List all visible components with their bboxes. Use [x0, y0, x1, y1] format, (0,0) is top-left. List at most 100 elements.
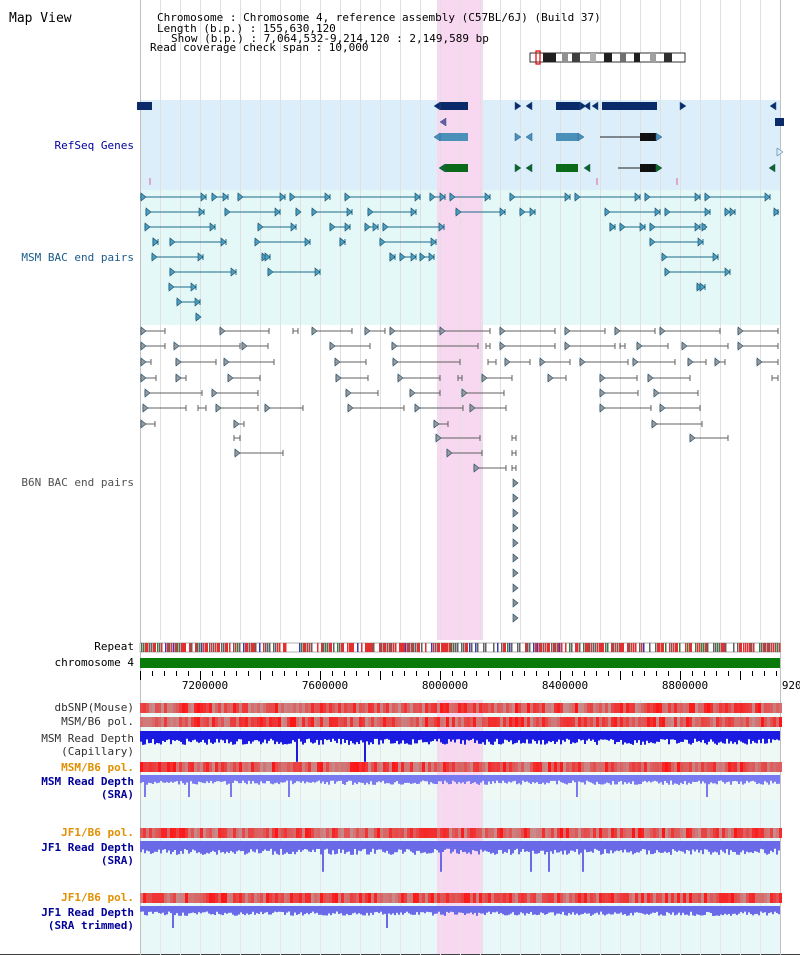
msm-depth-cap-bar: [260, 731, 262, 745]
track-label-dbsnp: dbSNP(Mouse): [55, 701, 134, 714]
dbsnp-cell: [659, 703, 662, 713]
track-label-jf1-depth-sub: (SRA): [101, 854, 134, 867]
bac-end-arrow: [290, 222, 297, 232]
msm-depth-sra-bar: [776, 775, 778, 784]
jf1-pol-trimmed-cell: [323, 893, 326, 903]
jf1-depth-bar: [306, 841, 308, 850]
msm-pol-sra-cell: [575, 762, 578, 772]
msm-pol-sra-cell: [758, 762, 761, 772]
msm-depth-sra-bar: [330, 775, 332, 781]
msm-pol-cell: [284, 717, 287, 727]
jf1-depth-trimmed-bar: [296, 906, 298, 915]
bac-end-arrow: [347, 403, 354, 413]
jf1-pol-cell: [239, 828, 242, 838]
msm-depth-cap-bar: [490, 731, 492, 745]
jf1-pol-cell: [203, 828, 206, 838]
msm-depth-sra-bar: [642, 775, 644, 782]
msm-pol-cell: [278, 717, 281, 727]
msm-depth-cap-bar: [386, 731, 388, 739]
msm-pol-cell: [209, 717, 212, 727]
msm-depth-sra-bar: [680, 775, 682, 783]
repeat-element: [753, 643, 755, 652]
jf1-depth-bar: [460, 841, 462, 851]
jf1-depth-trimmed-bar: [590, 906, 592, 916]
jf1-depth-bar: [332, 841, 334, 851]
dbsnp-cell: [296, 703, 299, 713]
track-label-b6n-bac[interactable]: B6N BAC end pairs: [21, 476, 134, 489]
jf1-pol-trimmed-cell: [176, 893, 179, 903]
jf1-depth-bar: [760, 841, 762, 849]
jf1-pol-cell: [293, 828, 296, 838]
msm-depth-sra-bar: [644, 775, 646, 781]
jf1-depth-bar: [320, 841, 322, 855]
jf1-depth-trimmed-bar: [168, 906, 170, 912]
msm-pol-sra-cell: [728, 762, 731, 772]
bac-end-arrow: [197, 252, 204, 262]
track-label-refseq[interactable]: RefSeq Genes: [55, 139, 134, 152]
dbsnp-cell: [284, 703, 287, 713]
msm-pol-cell: [206, 717, 209, 727]
jf1-depth-trimmed-bar: [644, 906, 646, 915]
track-label-msm-bac[interactable]: MSM BAC end pairs: [21, 251, 134, 264]
msm-depth-cap-bar: [382, 731, 384, 744]
jf1-depth-bar: [574, 841, 576, 852]
msm-depth-sra-bar: [526, 775, 528, 782]
jf1-pol-cell: [287, 828, 290, 838]
ideogram-band: [590, 53, 596, 62]
msm-depth-sra-bar: [562, 775, 564, 783]
jf1-depth-trimmed-bar: [726, 906, 728, 915]
dbsnp-cell: [269, 703, 272, 713]
jf1-depth-bar: [778, 841, 780, 851]
msm-pol-cell: [467, 717, 470, 727]
jf1-pol-trimmed-cell: [707, 893, 710, 903]
dbsnp-cell: [170, 703, 173, 713]
jf1-depth-trimmed-bar: [332, 906, 334, 914]
msm-depth-cap-bar: [518, 731, 520, 741]
jf1-pol-trimmed-cell: [206, 893, 209, 903]
jf1-depth-trimmed-bar: [340, 906, 342, 914]
strand-arrow: [583, 163, 591, 173]
jf1-depth-trimmed-bar: [512, 906, 514, 913]
msm-depth-cap-bar: [448, 731, 450, 740]
jf1-depth-bar: [596, 841, 598, 850]
jf1-depth-trimmed-bar: [672, 906, 674, 913]
msm-depth-sra-bar: [476, 775, 478, 784]
jf1-depth-bar: [394, 841, 396, 853]
msm-depth-sra-bar: [288, 775, 290, 797]
jf1-pol-trimmed-cell: [779, 893, 782, 903]
msm-depth-sra-bar: [372, 775, 374, 785]
dbsnp-cell: [419, 703, 422, 713]
dbsnp-cell: [515, 703, 518, 713]
repeat-element: [339, 643, 341, 652]
msm-pol-cell: [176, 717, 179, 727]
msm-pol-sra-cell: [722, 762, 725, 772]
jf1-pol-trimmed-cell: [275, 893, 278, 903]
msm-depth-cap-bar: [710, 731, 712, 740]
jf1-pol-trimmed-cell: [161, 893, 164, 903]
jf1-depth-bar: [174, 841, 176, 850]
jf1-depth-trimmed-bar: [240, 906, 242, 913]
repeat-element: [425, 643, 427, 652]
jf1-pol-trimmed-cell: [173, 893, 176, 903]
msm-depth-sra-bar: [764, 775, 766, 782]
jf1-pol-cell: [722, 828, 725, 838]
msm-pol-cell: [758, 717, 761, 727]
bac-end-arrow: [519, 207, 526, 217]
msm-depth-cap-bar: [356, 731, 358, 743]
jf1-depth-trimmed-bar: [748, 906, 750, 913]
jf1-depth-bar: [410, 841, 412, 852]
bac-end-arrow: [433, 419, 440, 429]
msm-depth-cap-bar: [580, 731, 582, 741]
repeat-element: [551, 643, 553, 652]
jf1-pol-cell: [362, 828, 365, 838]
jf1-depth-trimmed-bar: [628, 906, 630, 916]
msm-pol-sra-cell: [272, 762, 275, 772]
msm-pol-cell: [695, 717, 698, 727]
jf1-depth-trimmed-bar: [456, 906, 458, 915]
jf1-depth-trimmed-bar: [576, 906, 578, 914]
dbsnp-cell: [425, 703, 428, 713]
bac-end-arrow: [334, 357, 341, 367]
jf1-depth-trimmed-bar: [368, 906, 370, 916]
jf1-pol-cell: [206, 828, 209, 838]
